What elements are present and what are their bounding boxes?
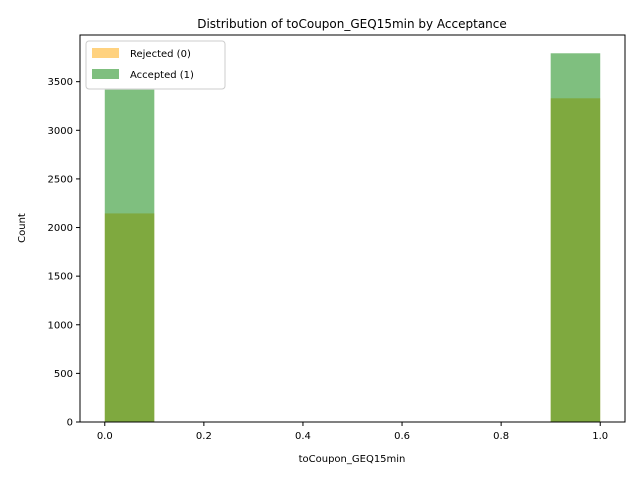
bar-series-1-bin-0: [104, 89, 155, 423]
legend-label: Accepted (1): [130, 70, 194, 81]
legend-swatch: [92, 48, 119, 58]
x-tick-label: 1.0: [592, 431, 608, 442]
x-tick-label: 0.2: [196, 431, 212, 442]
bars-layer: [104, 53, 601, 423]
x-tick-label: 0.4: [295, 431, 311, 442]
legend: Rejected (0) Accepted (1): [85, 40, 226, 90]
y-tick-label: 3500: [48, 77, 73, 88]
y-tick-label: 2500: [48, 174, 73, 185]
y-tick-label: 2000: [48, 223, 73, 234]
y-tick-label: 1500: [48, 272, 73, 283]
bar-series-1-bin-1: [550, 53, 601, 423]
y-tick-label: 1000: [48, 320, 73, 331]
y-tick-label: 0: [67, 418, 73, 429]
x-tick-label: 0.8: [493, 431, 509, 442]
legend-box: [85, 40, 226, 90]
y-axis: 0 500 1000 1500 2000 2500 3000 3500: [48, 77, 80, 429]
x-axis: 0.0 0.2 0.4 0.6 0.8 1.0: [97, 422, 608, 442]
y-tick-label: 3000: [48, 126, 73, 137]
axes-frame: [79, 34, 626, 423]
x-tick-label: 0.6: [394, 431, 410, 442]
x-axis-label: toCoupon_GEQ15min: [299, 454, 406, 465]
legend-label: Rejected (0): [130, 49, 191, 60]
legend-swatch: [92, 69, 119, 79]
y-axis-label: Count: [17, 213, 28, 243]
y-tick-label: 500: [54, 369, 73, 380]
x-tick-label: 0.0: [97, 431, 113, 442]
chart-title: Distribution of toCoupon_GEQ15min by Acc…: [197, 17, 507, 31]
